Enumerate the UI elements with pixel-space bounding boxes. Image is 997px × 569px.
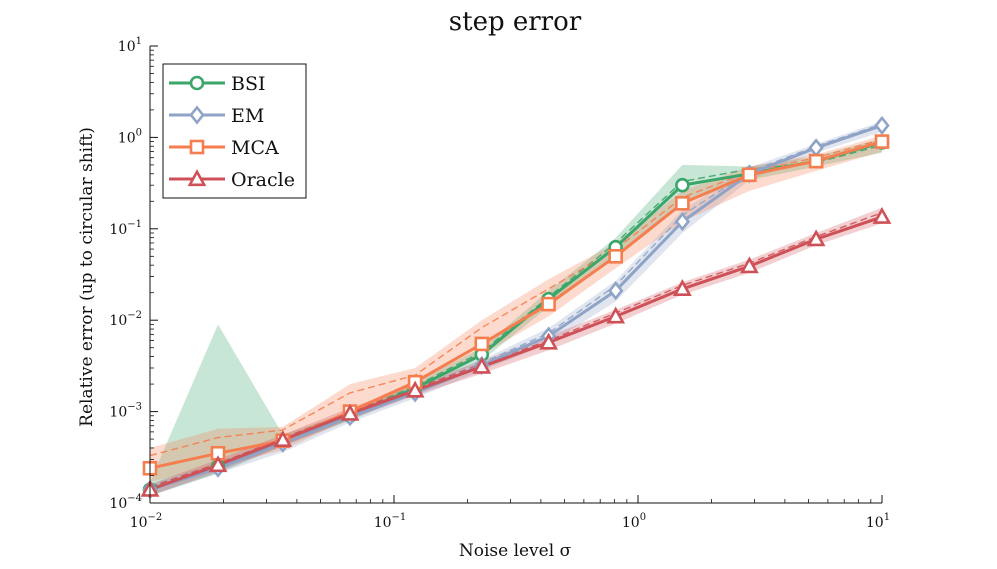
y-tick-label: 10−1 [109,219,142,238]
data-point-mca [808,153,824,169]
data-point-mca [675,196,690,211]
data-point-mca [608,249,623,264]
y-tick-label: 10−3 [109,402,142,421]
legend-marker-em [189,105,205,125]
legend-marker-bsi [189,75,205,91]
y-tick-label: 10−4 [109,493,142,512]
plot-area [140,115,892,500]
y-tick-label: 101 [118,36,142,55]
data-point-oracle [472,356,492,374]
series-line-em [149,124,883,492]
y-axis-label: Relative error (up to circular shift) [77,127,97,427]
data-point-mca [742,167,757,183]
data-point-bsi [675,177,690,193]
data-point-mca [874,134,890,149]
band-mca [150,135,882,482]
dashed-line-em [149,123,883,488]
legend: BSI EM MCA Oracle [162,63,307,199]
legend-label-mca: MCA [231,137,279,159]
data-point-em [608,281,624,301]
data-point-em [674,212,691,232]
y-tick-label: 10−2 [109,310,142,329]
x-axis-label: Noise level σ [459,541,572,561]
series-line-oracle [149,215,883,492]
legend-label-oracle: Oracle [231,169,295,191]
legend-label-bsi: BSI [231,73,265,95]
x-tick-label: 10−2 [130,512,163,531]
data-point-oracle [340,403,360,421]
data-point-oracle [539,332,559,350]
data-point-em [874,115,890,136]
data-point-oracle [672,279,692,297]
data-point-oracle [739,256,759,274]
x-tick-label: 101 [866,512,890,531]
chart-title: step error [449,7,582,37]
data-point-oracle [405,380,425,398]
data-point-oracle [273,430,293,448]
legend-marker-oracle [187,169,207,187]
data-point-oracle [208,455,228,473]
band-em [150,121,882,496]
data-point-mca [474,336,490,352]
legend-box [162,63,307,199]
x-tick-label: 100 [622,512,646,531]
data-point-oracle [806,229,826,247]
legend-label-em: EM [231,105,264,127]
x-tick-label: 10−1 [374,512,407,531]
axes: 10−2 10−1 100 101 10−4 10−3 10−2 10−1 100 101 [109,36,890,531]
y-tick-label: 100 [118,127,142,146]
legend-marker-mca [189,139,205,155]
data-point-oracle [606,306,626,324]
data-point-mca [541,296,556,312]
data-point-oracle [872,207,892,224]
